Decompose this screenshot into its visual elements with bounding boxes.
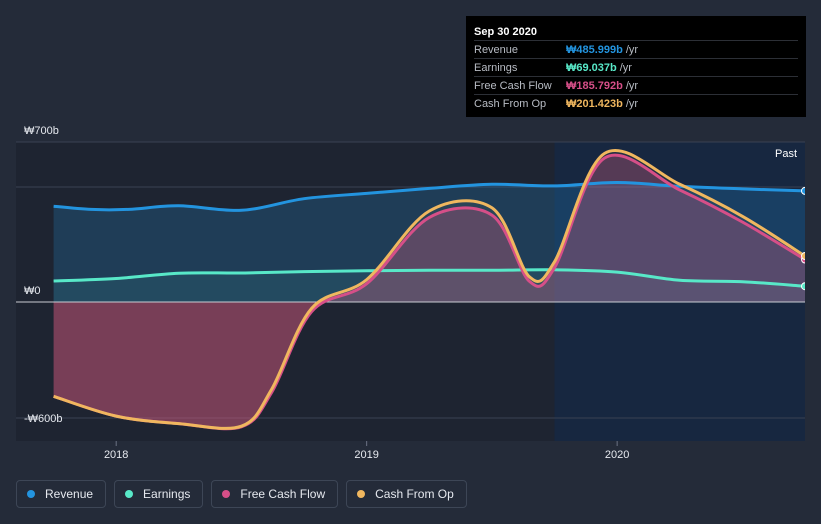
y-tick-label: -₩600b	[24, 413, 63, 425]
legend-label: Revenue	[45, 487, 94, 501]
tooltip-value: ₩185.792b	[566, 79, 623, 92]
legend-item-free-cash-flow[interactable]: Free Cash Flow	[211, 480, 339, 508]
tooltip-unit: /yr	[625, 43, 639, 56]
tooltip-unit: /yr	[619, 61, 632, 74]
legend-label: Earnings	[143, 487, 191, 501]
past-label: Past	[775, 148, 797, 160]
tooltip-label: Cash From Op	[474, 97, 547, 110]
revenue-dot-icon	[27, 490, 35, 498]
x-tick-label: 2019	[354, 449, 378, 461]
tooltip-date: Sep 30 2020	[474, 26, 537, 38]
revenue-end-point[interactable]	[801, 186, 809, 195]
past-region	[554, 142, 805, 441]
x-tick-label: 2018	[104, 449, 128, 461]
legend-item-revenue[interactable]: Revenue	[16, 480, 107, 508]
free-cash-flow-dot-icon	[222, 490, 231, 498]
fcf-area-1	[53, 155, 805, 302]
tooltip-row-cash-from-op: Cash From Op ₩201.423b /yr	[474, 94, 798, 112]
tooltip: Sep 30 2020 Revenue ₩485.999b /yr Earnin…	[466, 16, 806, 117]
legend-item-cash-from-op[interactable]: Cash From Op	[346, 480, 467, 508]
tooltip-row-revenue: Revenue ₩485.999b /yr	[474, 40, 798, 58]
cash-from-op-dot-icon	[357, 490, 366, 498]
y-tick-label: ₩700b	[24, 125, 59, 137]
fcf-area-0	[53, 302, 805, 429]
earnings-end-point[interactable]	[801, 282, 809, 291]
tooltip-label: Revenue	[474, 43, 519, 56]
tooltip-unit: /yr	[625, 79, 639, 92]
earnings-dot-icon	[125, 490, 134, 498]
tooltip-value: ₩201.423b	[566, 97, 623, 110]
tooltip-row-free-cash-flow: Free Cash Flow ₩185.792b /yr	[474, 76, 798, 94]
x-tick-label: 2020	[605, 449, 629, 461]
tooltip-value: ₩485.999b	[566, 43, 623, 56]
legend-label: Cash From Op	[375, 487, 454, 501]
earnings-area-0	[53, 269, 805, 302]
legend-item-earnings[interactable]: Earnings	[114, 480, 204, 508]
tooltip-row-earnings: Earnings ₩69.037b /yr	[474, 58, 798, 76]
cfo-line[interactable]	[53, 149, 805, 430]
tooltip-value: ₩69.037b	[566, 61, 617, 74]
tooltip-label: Earnings	[474, 61, 518, 74]
y-tick-label: ₩0	[24, 285, 41, 297]
tooltip-label: Free Cash Flow	[474, 79, 552, 92]
cfo-area-0	[53, 150, 805, 429]
tooltip-unit: /yr	[625, 97, 639, 110]
cfo-end-point[interactable]	[801, 252, 809, 261]
legend-label: Free Cash Flow	[240, 487, 326, 501]
legend: Revenue Earnings Free Cash Flow Cash Fro…	[16, 480, 467, 508]
earnings-line[interactable]	[53, 268, 805, 288]
